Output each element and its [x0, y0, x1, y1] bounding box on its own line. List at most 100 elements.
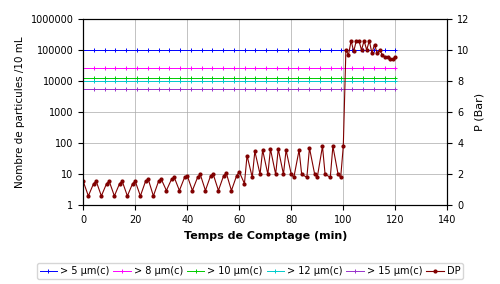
> 12 μm(c)	[371, 80, 377, 83]
> 10 μm(c)	[274, 76, 280, 79]
> 15 μm(c)	[112, 87, 118, 91]
> 15 μm(c)	[156, 87, 162, 91]
Line: > 10 μm(c): > 10 μm(c)	[80, 75, 398, 80]
> 12 μm(c)	[123, 80, 129, 83]
> 12 μm(c)	[144, 80, 150, 83]
> 15 μm(c)	[317, 87, 323, 91]
> 10 μm(c)	[242, 76, 248, 79]
> 12 μm(c)	[306, 80, 312, 83]
> 15 μm(c)	[198, 87, 204, 91]
> 5 μm(c)	[134, 48, 140, 52]
> 5 μm(c)	[360, 48, 366, 52]
DP	[80, 179, 86, 183]
> 12 μm(c)	[188, 80, 194, 83]
Legend: > 5 μm(c), > 8 μm(c), > 10 μm(c), > 12 μm(c), > 15 μm(c), DP: > 5 μm(c), > 8 μm(c), > 10 μm(c), > 12 μ…	[37, 263, 463, 279]
> 10 μm(c)	[80, 76, 86, 79]
> 15 μm(c)	[123, 87, 129, 91]
> 12 μm(c)	[252, 80, 258, 83]
> 5 μm(c)	[284, 48, 290, 52]
DP	[356, 39, 362, 42]
DP	[392, 55, 398, 59]
> 15 μm(c)	[382, 87, 388, 91]
> 5 μm(c)	[102, 48, 107, 52]
DP	[260, 149, 266, 152]
> 8 μm(c)	[156, 66, 162, 69]
> 10 μm(c)	[231, 76, 237, 79]
> 8 μm(c)	[91, 66, 97, 69]
> 8 μm(c)	[274, 66, 280, 69]
> 15 μm(c)	[210, 87, 216, 91]
> 8 μm(c)	[350, 66, 356, 69]
> 10 μm(c)	[123, 76, 129, 79]
> 8 μm(c)	[317, 66, 323, 69]
Y-axis label: P (Bar): P (Bar)	[475, 93, 485, 131]
> 5 μm(c)	[123, 48, 129, 52]
> 15 μm(c)	[177, 87, 183, 91]
> 12 μm(c)	[350, 80, 356, 83]
> 8 μm(c)	[296, 66, 302, 69]
> 10 μm(c)	[198, 76, 204, 79]
> 5 μm(c)	[166, 48, 172, 52]
Line: > 12 μm(c): > 12 μm(c)	[80, 79, 398, 83]
> 5 μm(c)	[263, 48, 269, 52]
> 8 μm(c)	[392, 66, 398, 69]
> 5 μm(c)	[188, 48, 194, 52]
> 12 μm(c)	[284, 80, 290, 83]
> 8 μm(c)	[338, 66, 344, 69]
> 12 μm(c)	[317, 80, 323, 83]
> 8 μm(c)	[123, 66, 129, 69]
> 15 μm(c)	[296, 87, 302, 91]
> 15 μm(c)	[263, 87, 269, 91]
> 15 μm(c)	[284, 87, 290, 91]
Y-axis label: Nombre de particules /10 mL: Nombre de particules /10 mL	[15, 36, 25, 188]
> 5 μm(c)	[317, 48, 323, 52]
> 15 μm(c)	[166, 87, 172, 91]
> 10 μm(c)	[91, 76, 97, 79]
> 12 μm(c)	[263, 80, 269, 83]
> 5 μm(c)	[91, 48, 97, 52]
> 15 μm(c)	[350, 87, 356, 91]
> 12 μm(c)	[156, 80, 162, 83]
> 5 μm(c)	[210, 48, 216, 52]
> 5 μm(c)	[371, 48, 377, 52]
> 10 μm(c)	[382, 76, 388, 79]
> 10 μm(c)	[220, 76, 226, 79]
> 15 μm(c)	[360, 87, 366, 91]
> 5 μm(c)	[350, 48, 356, 52]
> 8 μm(c)	[80, 66, 86, 69]
> 10 μm(c)	[284, 76, 290, 79]
> 8 μm(c)	[371, 66, 377, 69]
X-axis label: Temps de Comptage (min): Temps de Comptage (min)	[184, 231, 347, 241]
> 15 μm(c)	[102, 87, 107, 91]
> 5 μm(c)	[338, 48, 344, 52]
> 10 μm(c)	[210, 76, 216, 79]
> 8 μm(c)	[242, 66, 248, 69]
> 12 μm(c)	[296, 80, 302, 83]
> 15 μm(c)	[328, 87, 334, 91]
> 8 μm(c)	[284, 66, 290, 69]
DP	[244, 154, 250, 157]
> 8 μm(c)	[102, 66, 107, 69]
> 15 μm(c)	[144, 87, 150, 91]
> 5 μm(c)	[156, 48, 162, 52]
> 10 μm(c)	[306, 76, 312, 79]
> 12 μm(c)	[198, 80, 204, 83]
> 15 μm(c)	[231, 87, 237, 91]
> 5 μm(c)	[198, 48, 204, 52]
> 10 μm(c)	[166, 76, 172, 79]
> 10 μm(c)	[252, 76, 258, 79]
> 5 μm(c)	[306, 48, 312, 52]
> 15 μm(c)	[392, 87, 398, 91]
> 12 μm(c)	[91, 80, 97, 83]
> 5 μm(c)	[220, 48, 226, 52]
> 8 μm(c)	[328, 66, 334, 69]
> 8 μm(c)	[188, 66, 194, 69]
> 10 μm(c)	[317, 76, 323, 79]
> 10 μm(c)	[263, 76, 269, 79]
> 5 μm(c)	[112, 48, 118, 52]
Line: > 5 μm(c): > 5 μm(c)	[80, 48, 398, 53]
> 10 μm(c)	[371, 76, 377, 79]
Line: > 15 μm(c): > 15 μm(c)	[80, 87, 398, 92]
> 5 μm(c)	[144, 48, 150, 52]
> 10 μm(c)	[350, 76, 356, 79]
